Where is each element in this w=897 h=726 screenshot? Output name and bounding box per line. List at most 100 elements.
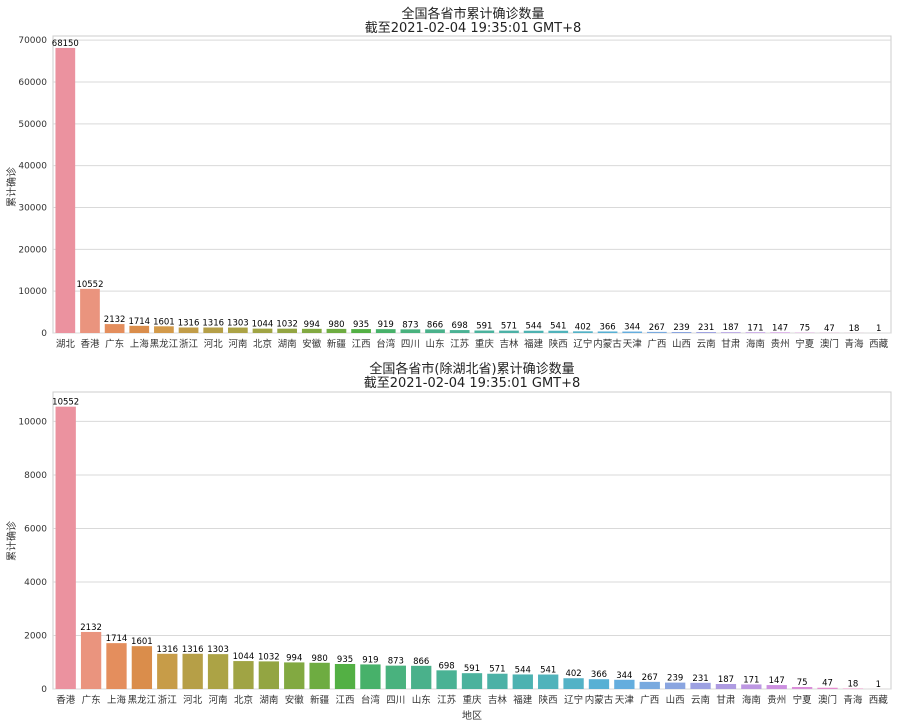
value-label: 873 — [388, 657, 404, 667]
y-tick-label: 20000 — [18, 245, 47, 255]
value-label: 402 — [565, 669, 581, 679]
value-label: 1316 — [156, 645, 178, 655]
category-label: 内蒙古 — [593, 338, 622, 350]
category-label: 香港 — [80, 338, 100, 350]
bar-山西 — [664, 682, 686, 689]
category-label: 辽宁 — [564, 694, 583, 706]
bar-广西 — [639, 681, 660, 689]
category-label: 宁夏 — [795, 338, 815, 350]
bar-山东 — [425, 329, 445, 333]
bar-内蒙古 — [588, 679, 610, 689]
bar-吉林 — [499, 330, 519, 333]
category-label: 四川 — [386, 695, 405, 706]
bar-重庆 — [474, 330, 495, 333]
category-label: 澳门 — [818, 694, 837, 706]
category-label: 山西 — [672, 339, 691, 350]
bar-辽宁 — [563, 678, 584, 689]
value-label: 919 — [378, 320, 394, 330]
value-label: 994 — [286, 653, 302, 663]
category-label: 福建 — [524, 338, 544, 350]
category-label: 甘肃 — [721, 338, 740, 350]
value-label: 239 — [667, 674, 683, 684]
bar-台湾 — [360, 664, 381, 689]
bar-重庆 — [461, 673, 483, 689]
value-label: 544 — [515, 665, 531, 675]
category-label: 山东 — [412, 694, 431, 706]
category-label: 海南 — [742, 694, 761, 706]
category-label: 天津 — [623, 339, 643, 350]
bar-安徽 — [301, 328, 322, 333]
value-label: 147 — [769, 676, 785, 686]
y-tick-label: 60000 — [18, 78, 47, 88]
bar-湖南 — [277, 328, 298, 333]
chart-1-gridlines — [53, 39, 891, 334]
chart-1-ylabel: 累计确诊 — [5, 167, 18, 207]
category-label: 福建 — [513, 694, 533, 706]
category-label: 河北 — [204, 338, 224, 350]
y-tick-label: 50000 — [18, 120, 47, 130]
chart-2-plot-area — [52, 391, 892, 690]
category-label: 新疆 — [310, 694, 330, 706]
value-label: 544 — [526, 322, 542, 332]
category-label: 新疆 — [327, 338, 347, 350]
category-label: 广东 — [82, 694, 101, 706]
category-label: 陕西 — [549, 338, 568, 350]
value-label: 366 — [591, 670, 607, 680]
value-label: 980 — [312, 654, 328, 664]
bar-天津 — [622, 331, 643, 333]
category-label: 重庆 — [475, 338, 495, 350]
category-label: 吉林 — [499, 338, 519, 350]
y-tick-label: 0 — [41, 685, 47, 695]
value-label: 935 — [337, 655, 353, 665]
value-label: 402 — [575, 322, 591, 332]
value-label: 1601 — [153, 317, 175, 327]
value-label: 541 — [540, 666, 556, 676]
value-label: 541 — [550, 322, 566, 332]
category-label: 江苏 — [450, 338, 470, 350]
y-tick-label: 6000 — [24, 524, 47, 534]
category-label: 安徽 — [302, 338, 322, 350]
bar-黑龙江 — [154, 326, 174, 333]
category-label: 江西 — [336, 695, 355, 706]
bar-海南 — [745, 332, 766, 333]
category-label: 云南 — [697, 338, 716, 350]
value-label: 1044 — [233, 652, 255, 662]
bar-黑龙江 — [131, 646, 153, 689]
category-label: 湖南 — [259, 694, 278, 706]
category-label: 广西 — [640, 694, 659, 706]
chart-1-title: 全国各省市累计确诊数量 — [401, 6, 544, 22]
value-label: 994 — [304, 320, 320, 330]
chart-2-ylabel: 累计确诊 — [5, 521, 18, 561]
value-label: 10552 — [52, 398, 79, 408]
value-label: 75 — [797, 678, 808, 688]
category-label: 上海 — [130, 338, 150, 350]
category-label: 浙江 — [179, 338, 199, 350]
bar-四川 — [385, 665, 406, 689]
bar-浙江 — [157, 653, 178, 689]
y-tick-label: 4000 — [24, 578, 47, 588]
bar-贵州 — [766, 685, 787, 689]
category-label: 山东 — [426, 338, 445, 350]
bar-吉林 — [487, 673, 508, 689]
y-tick-label: 70000 — [18, 36, 47, 46]
category-label: 河南 — [209, 694, 228, 706]
value-label: 1316 — [178, 318, 200, 328]
value-label: 1316 — [182, 645, 204, 655]
bar-甘肃 — [720, 332, 741, 333]
value-label: 935 — [353, 320, 369, 330]
category-label: 广西 — [647, 338, 666, 350]
bar-北京 — [252, 328, 273, 333]
value-label: 1032 — [258, 652, 280, 662]
category-label: 青海 — [843, 694, 863, 706]
value-label: 591 — [476, 322, 492, 332]
bar-海南 — [741, 684, 762, 689]
category-label: 安徽 — [285, 694, 305, 706]
bar-澳门 — [817, 687, 838, 689]
category-label: 西藏 — [869, 338, 889, 350]
bar-香港 — [55, 406, 76, 689]
category-label: 湖南 — [278, 338, 297, 350]
category-label: 青海 — [845, 338, 865, 350]
value-label: 873 — [402, 320, 418, 330]
value-label: 267 — [649, 323, 665, 333]
